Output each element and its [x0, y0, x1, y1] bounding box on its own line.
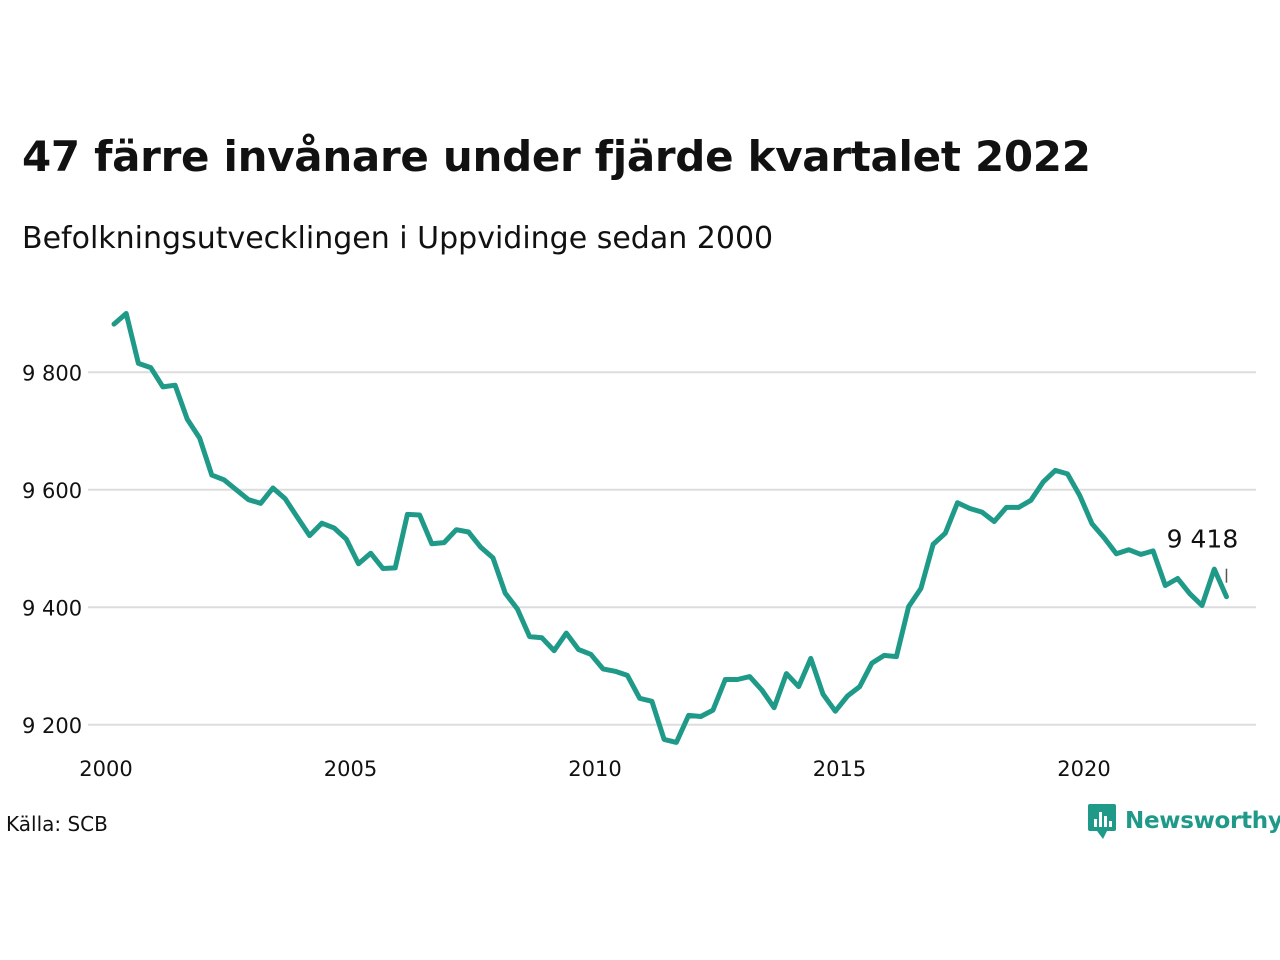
gridlines	[88, 371, 1256, 726]
x-tick-label: 2020	[1057, 757, 1110, 781]
x-axis-labels: 2000 2005 2010 2015 2020	[79, 757, 1110, 781]
y-tick-label: 9 800	[22, 361, 82, 385]
y-tick-label: 9 400	[22, 596, 82, 620]
y-tick-label: 9 200	[22, 714, 82, 738]
y-tick-label: 9 600	[22, 479, 82, 503]
chart-subtitle: Befolkningsutvecklingen i Uppvidinge sed…	[22, 221, 774, 256]
newsworthy-logo: Newsworthy	[1087, 802, 1280, 840]
line-chart: 9 200 9 400 9 600 9 800 2000 2005 2010 2015 202…	[22, 311, 1256, 781]
end-label-group: 9 418	[1167, 525, 1239, 583]
end-value-label: 9 418	[1167, 525, 1239, 554]
x-tick-label: 2015	[813, 757, 866, 781]
logo-text: Newsworthy	[1125, 808, 1280, 834]
y-axis-labels: 9 200 9 400 9 600 9 800	[22, 361, 82, 738]
series-line-group	[111, 311, 1229, 745]
x-tick-label: 2010	[568, 757, 621, 781]
chart-title: 47 färre invånare under fjärde kvartalet…	[22, 132, 1091, 181]
series-line	[111, 311, 1229, 745]
bar-chart-speech-bubble-icon	[1088, 804, 1116, 839]
x-tick-label: 2000	[79, 757, 132, 781]
x-tick-label: 2005	[324, 757, 377, 781]
source-note: Källa: SCB	[6, 812, 108, 836]
